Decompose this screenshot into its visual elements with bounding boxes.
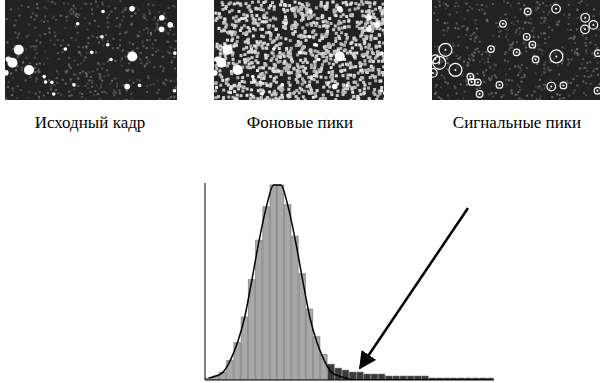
svg-text:Сигнальные пики: Сигнальные пики [453,113,581,132]
svg-text:Фоновые пики: Фоновые пики [247,113,353,132]
svg-text:Исходный кадр: Исходный кадр [35,113,146,132]
